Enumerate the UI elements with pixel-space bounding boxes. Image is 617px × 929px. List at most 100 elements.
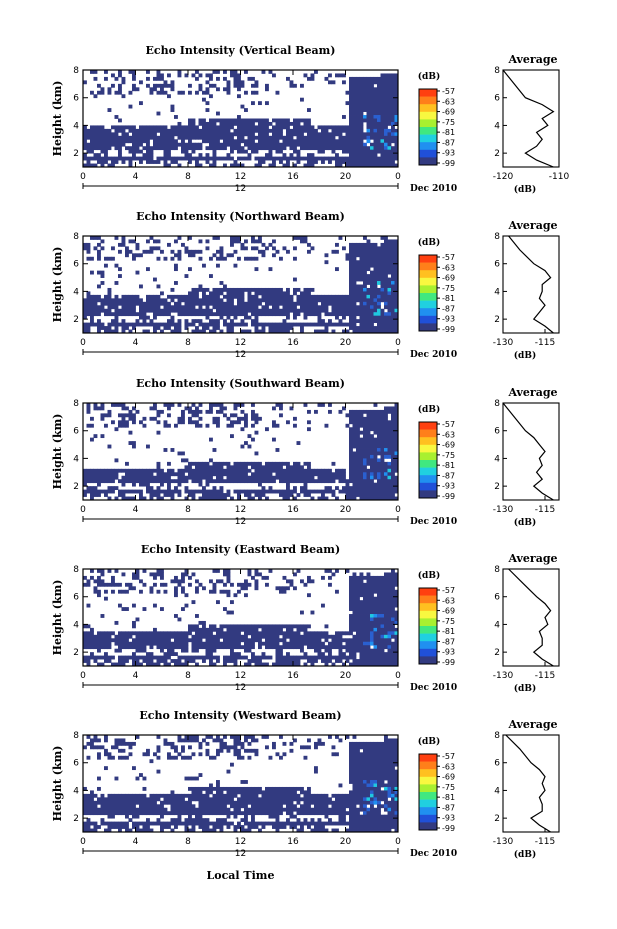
heatmap-cell xyxy=(142,645,147,650)
heatmap-cell xyxy=(121,413,126,418)
heatmap-cell xyxy=(359,260,364,265)
heatmap-cell xyxy=(380,312,385,317)
heatmap-cell xyxy=(160,301,164,306)
heatmap-cell xyxy=(86,645,91,650)
heatmap-cell xyxy=(373,451,378,456)
heatmap-cell xyxy=(307,493,311,497)
heatmap-cell xyxy=(107,638,112,643)
heatmap-cell xyxy=(317,479,322,484)
heatmap-cell xyxy=(321,631,325,636)
heatmap-cell xyxy=(198,249,203,254)
heatmap-cell xyxy=(359,326,364,330)
heatmap-cell xyxy=(331,132,336,137)
heatmap-cell xyxy=(254,572,259,577)
colorbar-swatch xyxy=(419,315,437,324)
heatmap-cell xyxy=(384,281,388,285)
heatmap-cell xyxy=(279,493,283,497)
heatmap-cell xyxy=(93,142,98,147)
heatmap-cell xyxy=(352,634,357,639)
colorbar-swatch xyxy=(419,262,437,271)
heatmap-cell xyxy=(90,575,94,580)
heatmap-cell xyxy=(195,156,199,161)
heatmap-cell xyxy=(202,90,206,95)
heatmap-cell xyxy=(118,662,122,667)
heatmap-cell xyxy=(265,638,269,643)
heatmap-cell xyxy=(352,641,357,646)
heatmap-cell xyxy=(391,108,395,112)
heatmap-cell xyxy=(247,153,252,157)
heatmap-cell xyxy=(188,312,192,317)
heatmap-cell xyxy=(391,659,395,663)
heatmap-cell xyxy=(394,486,399,490)
heatmap-cell xyxy=(184,128,189,133)
heatmap-cell xyxy=(310,305,315,310)
heatmap-cell xyxy=(86,603,91,608)
heatmap-cell xyxy=(160,645,164,650)
date-day-label: 12 xyxy=(235,517,246,527)
heatmap-cell xyxy=(268,294,273,299)
heatmap-cell xyxy=(118,659,122,663)
heatmap-cell xyxy=(356,409,360,414)
heatmap-cell xyxy=(300,579,304,584)
heatmap-cell xyxy=(384,239,388,244)
heatmap-cell xyxy=(212,645,217,650)
heatmap-cell xyxy=(293,465,297,470)
heatmap-cell xyxy=(286,301,290,306)
heatmap-cell xyxy=(272,301,276,306)
heatmap-cell xyxy=(394,312,399,317)
heatmap-cell xyxy=(307,427,311,432)
heatmap-cell xyxy=(163,479,168,484)
heatmap-cell xyxy=(349,76,353,81)
heatmap-cell xyxy=(338,139,343,144)
heatmap-cell xyxy=(377,76,381,81)
heatmap-cell xyxy=(349,648,353,653)
heatmap-cell xyxy=(279,287,283,292)
heatmap-cell xyxy=(317,305,322,310)
heatmap-cell xyxy=(370,448,374,452)
heatmap-cell xyxy=(296,298,301,303)
heatmap-cell xyxy=(118,634,122,639)
heatmap-cell xyxy=(296,465,301,470)
heatmap-cell xyxy=(279,655,283,660)
heatmap-cell xyxy=(132,420,136,425)
heatmap-cell xyxy=(359,329,364,334)
colorbar-swatch xyxy=(419,277,437,286)
heatmap-cell xyxy=(324,659,329,663)
heatmap-cell xyxy=(370,263,374,268)
heatmap-cell xyxy=(377,441,381,445)
heatmap-cell xyxy=(356,305,360,310)
heatmap-cell xyxy=(293,586,297,591)
heatmap-cell xyxy=(107,496,112,501)
heatmap-cell xyxy=(387,652,392,656)
heatmap-cell xyxy=(321,659,325,663)
heatmap-cell xyxy=(363,603,367,608)
heatmap-cell xyxy=(184,298,189,303)
heatmap-cell xyxy=(384,624,388,629)
heatmap-cell xyxy=(352,97,357,102)
heatmap-cell xyxy=(230,645,234,650)
heatmap-cell xyxy=(338,655,343,660)
heatmap-cell xyxy=(198,641,203,646)
heatmap-cell xyxy=(244,627,248,632)
heatmap-cell xyxy=(370,253,374,258)
heatmap-cell xyxy=(258,239,262,244)
heatmap-cell xyxy=(293,156,297,161)
heatmap-cell xyxy=(373,575,378,580)
heatmap-cell xyxy=(296,655,301,660)
heatmap-cell xyxy=(104,308,108,313)
heatmap-cell xyxy=(118,603,122,608)
heatmap-cell xyxy=(391,441,395,445)
heatmap-cell xyxy=(342,315,346,320)
heatmap-cell xyxy=(83,329,87,334)
heatmap-cell xyxy=(342,631,346,636)
heatmap-cell xyxy=(310,153,315,157)
heatmap-cell xyxy=(212,139,217,144)
heatmap-cell xyxy=(370,101,374,106)
heatmap-cell xyxy=(139,312,143,317)
heatmap-cell xyxy=(181,139,185,144)
heatmap-cell xyxy=(261,146,266,151)
avg-x-tick-label: -115 xyxy=(535,505,555,515)
heatmap-cell xyxy=(184,648,189,653)
heatmap-cell xyxy=(391,645,395,650)
heatmap-cell xyxy=(349,281,353,285)
